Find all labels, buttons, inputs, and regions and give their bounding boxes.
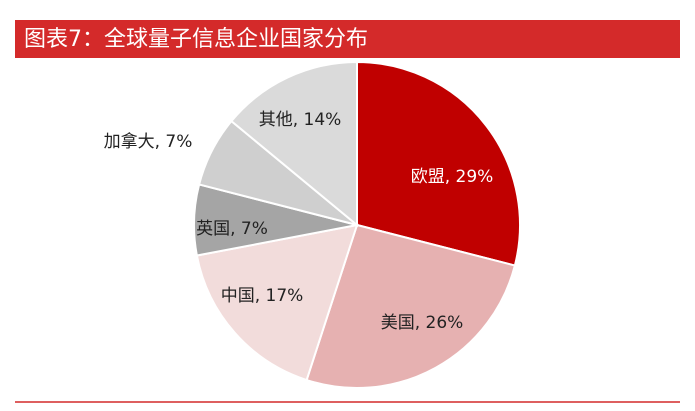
data-label: 加拿大, 7%	[104, 131, 193, 152]
pie-slice	[356, 60, 521, 267]
pie-slice	[195, 223, 359, 382]
data-label: 中国, 17%	[221, 286, 304, 306]
chart-title: 图表7：全球量子信息企业国家分布	[24, 27, 368, 52]
pie-slice	[305, 223, 517, 389]
data-label: 英国, 7%	[196, 219, 268, 239]
data-label: 美国, 26%	[381, 313, 464, 333]
pie-slice	[229, 60, 358, 228]
title-bar	[15, 20, 680, 58]
data-label: 欧盟, 29%	[411, 167, 494, 187]
data-label: 其他, 14%	[259, 110, 342, 130]
